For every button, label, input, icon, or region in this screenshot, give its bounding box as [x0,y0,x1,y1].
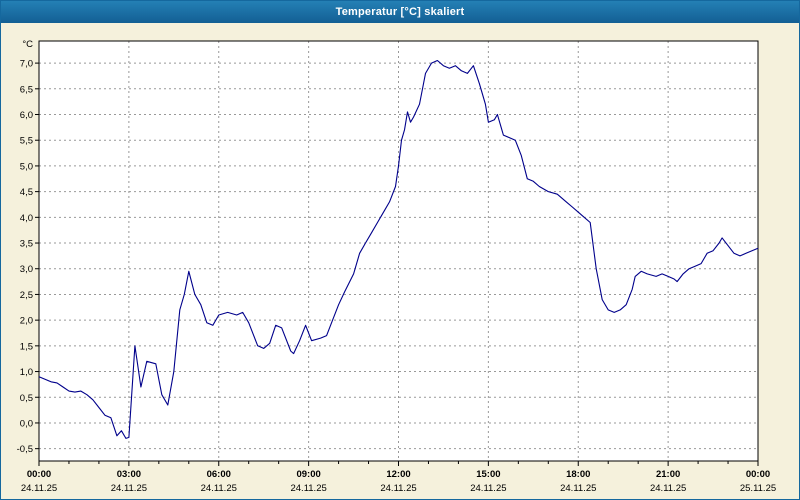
y-tick-label: 6,0 [20,110,33,121]
chart-area: 7,0 6,5 6,0 5,5 5,0 4,5 4,0 3,5 3,0 2,5 2,0 1,5 1,0 0… [1,23,799,499]
temperature-series-line [38,59,759,439]
y-tick-label: 5,0 [20,161,33,172]
y-tick-label: 7,0 [20,59,33,70]
x-tick-date-label: 24.11.25 [650,483,686,494]
x-tick-time-label: 00:00 [746,469,770,480]
window-title: Temperatur [°C] skaliert [335,6,465,18]
y-axis-unit-label: °C [22,39,33,50]
x-tick-time-label: 21:00 [656,469,680,480]
y-tick-label: 5,5 [20,136,33,147]
x-tick-date-label: 24.11.25 [470,483,506,494]
y-tick-label: 1,5 [20,341,33,352]
x-tick-date-label: 24.11.25 [560,483,596,494]
window-titlebar: Temperatur [°C] skaliert [1,1,799,23]
y-tick-label: 0,0 [20,418,33,429]
x-tick-time-label: 09:00 [296,469,320,480]
y-tick-label: 6,5 [20,84,33,95]
x-tick-date-label: 25.11.25 [740,483,776,494]
x-tick-time-label: 12:00 [386,469,410,480]
x-tick-date-label: 24.11.25 [380,483,416,494]
x-tick-date-label: 24.11.25 [201,483,237,494]
y-tick-label: 4,5 [20,187,33,198]
y-tick-label: 3,0 [20,264,33,275]
y-tick-label: 3,5 [20,239,33,250]
y-tick-label: 4,0 [20,213,33,224]
plot-border [38,40,759,462]
x-tick-time-label: 18:00 [566,469,590,480]
x-tick-time-label: 06:00 [207,469,231,480]
y-tick-label: -0,5 [17,444,33,455]
x-tick-date-label: 24.11.25 [21,483,57,494]
x-tick-time-label: 00:00 [27,469,51,480]
y-tick-label: 2,0 [20,316,33,327]
y-tick-label: 0,5 [20,393,33,404]
x-tick-date-label: 24.11.25 [290,483,326,494]
y-tick-label: 2,5 [20,290,33,301]
y-tick-label: 1,0 [20,367,33,378]
temperature-line-chart: 7,0 6,5 6,0 5,5 5,0 4,5 4,0 3,5 3,0 2,5 2,0 1,5 1,0 0… [17,39,777,494]
x-tick-time-label: 15:00 [476,469,500,480]
x-tick-date-label: 24.11.25 [111,483,147,494]
x-tick-time-label: 03:00 [117,469,141,480]
